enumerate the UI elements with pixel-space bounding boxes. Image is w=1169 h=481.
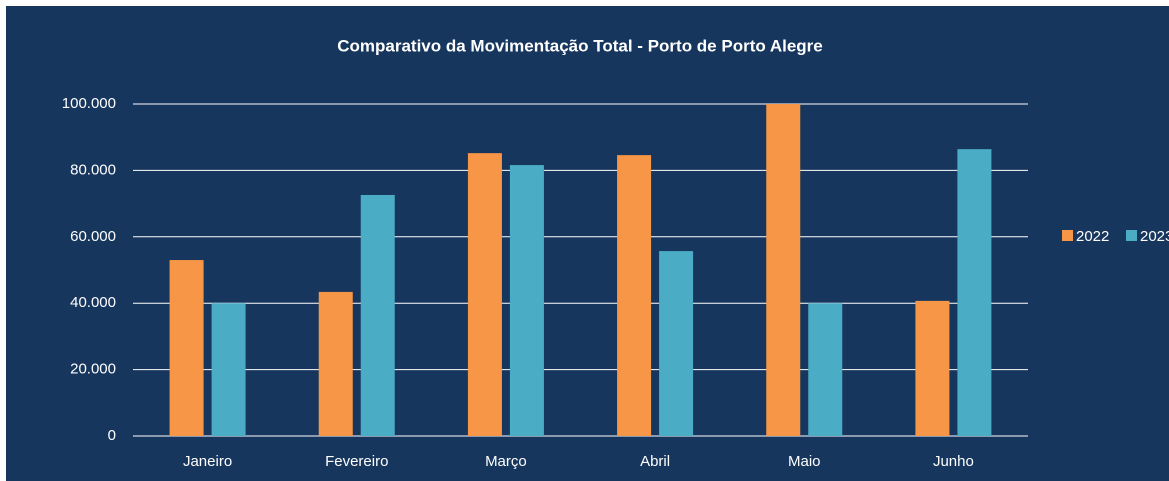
chart-title: Comparativo da Movimentação Total - Port… xyxy=(337,36,823,55)
bar xyxy=(318,291,353,436)
y-tick-label: 0 xyxy=(108,427,116,444)
bar xyxy=(509,165,544,436)
y-tick-label: 20.000 xyxy=(70,361,116,378)
legend-label: 2023 xyxy=(1140,228,1169,245)
bar xyxy=(766,104,801,436)
y-tick-label: 80.000 xyxy=(70,161,116,178)
legend-swatch xyxy=(1126,230,1137,241)
y-tick-label: 60.000 xyxy=(70,228,116,245)
y-tick-label: 100.000 xyxy=(62,95,116,112)
bar xyxy=(467,153,502,437)
bar xyxy=(617,155,652,437)
legend-label: 2022 xyxy=(1076,228,1109,245)
y-tick-label: 40.000 xyxy=(70,294,116,311)
bar xyxy=(915,300,950,436)
legend-swatch xyxy=(1062,230,1073,241)
x-tick-label: Maio xyxy=(788,453,821,470)
bar xyxy=(211,303,246,436)
x-tick-label: Abril xyxy=(640,453,670,470)
x-tick-label: Fevereiro xyxy=(325,453,388,470)
bar xyxy=(957,149,992,437)
bar xyxy=(169,260,204,436)
x-tick-label: Março xyxy=(485,453,527,470)
bar xyxy=(808,303,843,436)
x-tick-label: Janeiro xyxy=(183,453,232,470)
bar xyxy=(659,251,694,436)
x-tick-label: Junho xyxy=(933,453,974,470)
bar xyxy=(360,194,395,436)
